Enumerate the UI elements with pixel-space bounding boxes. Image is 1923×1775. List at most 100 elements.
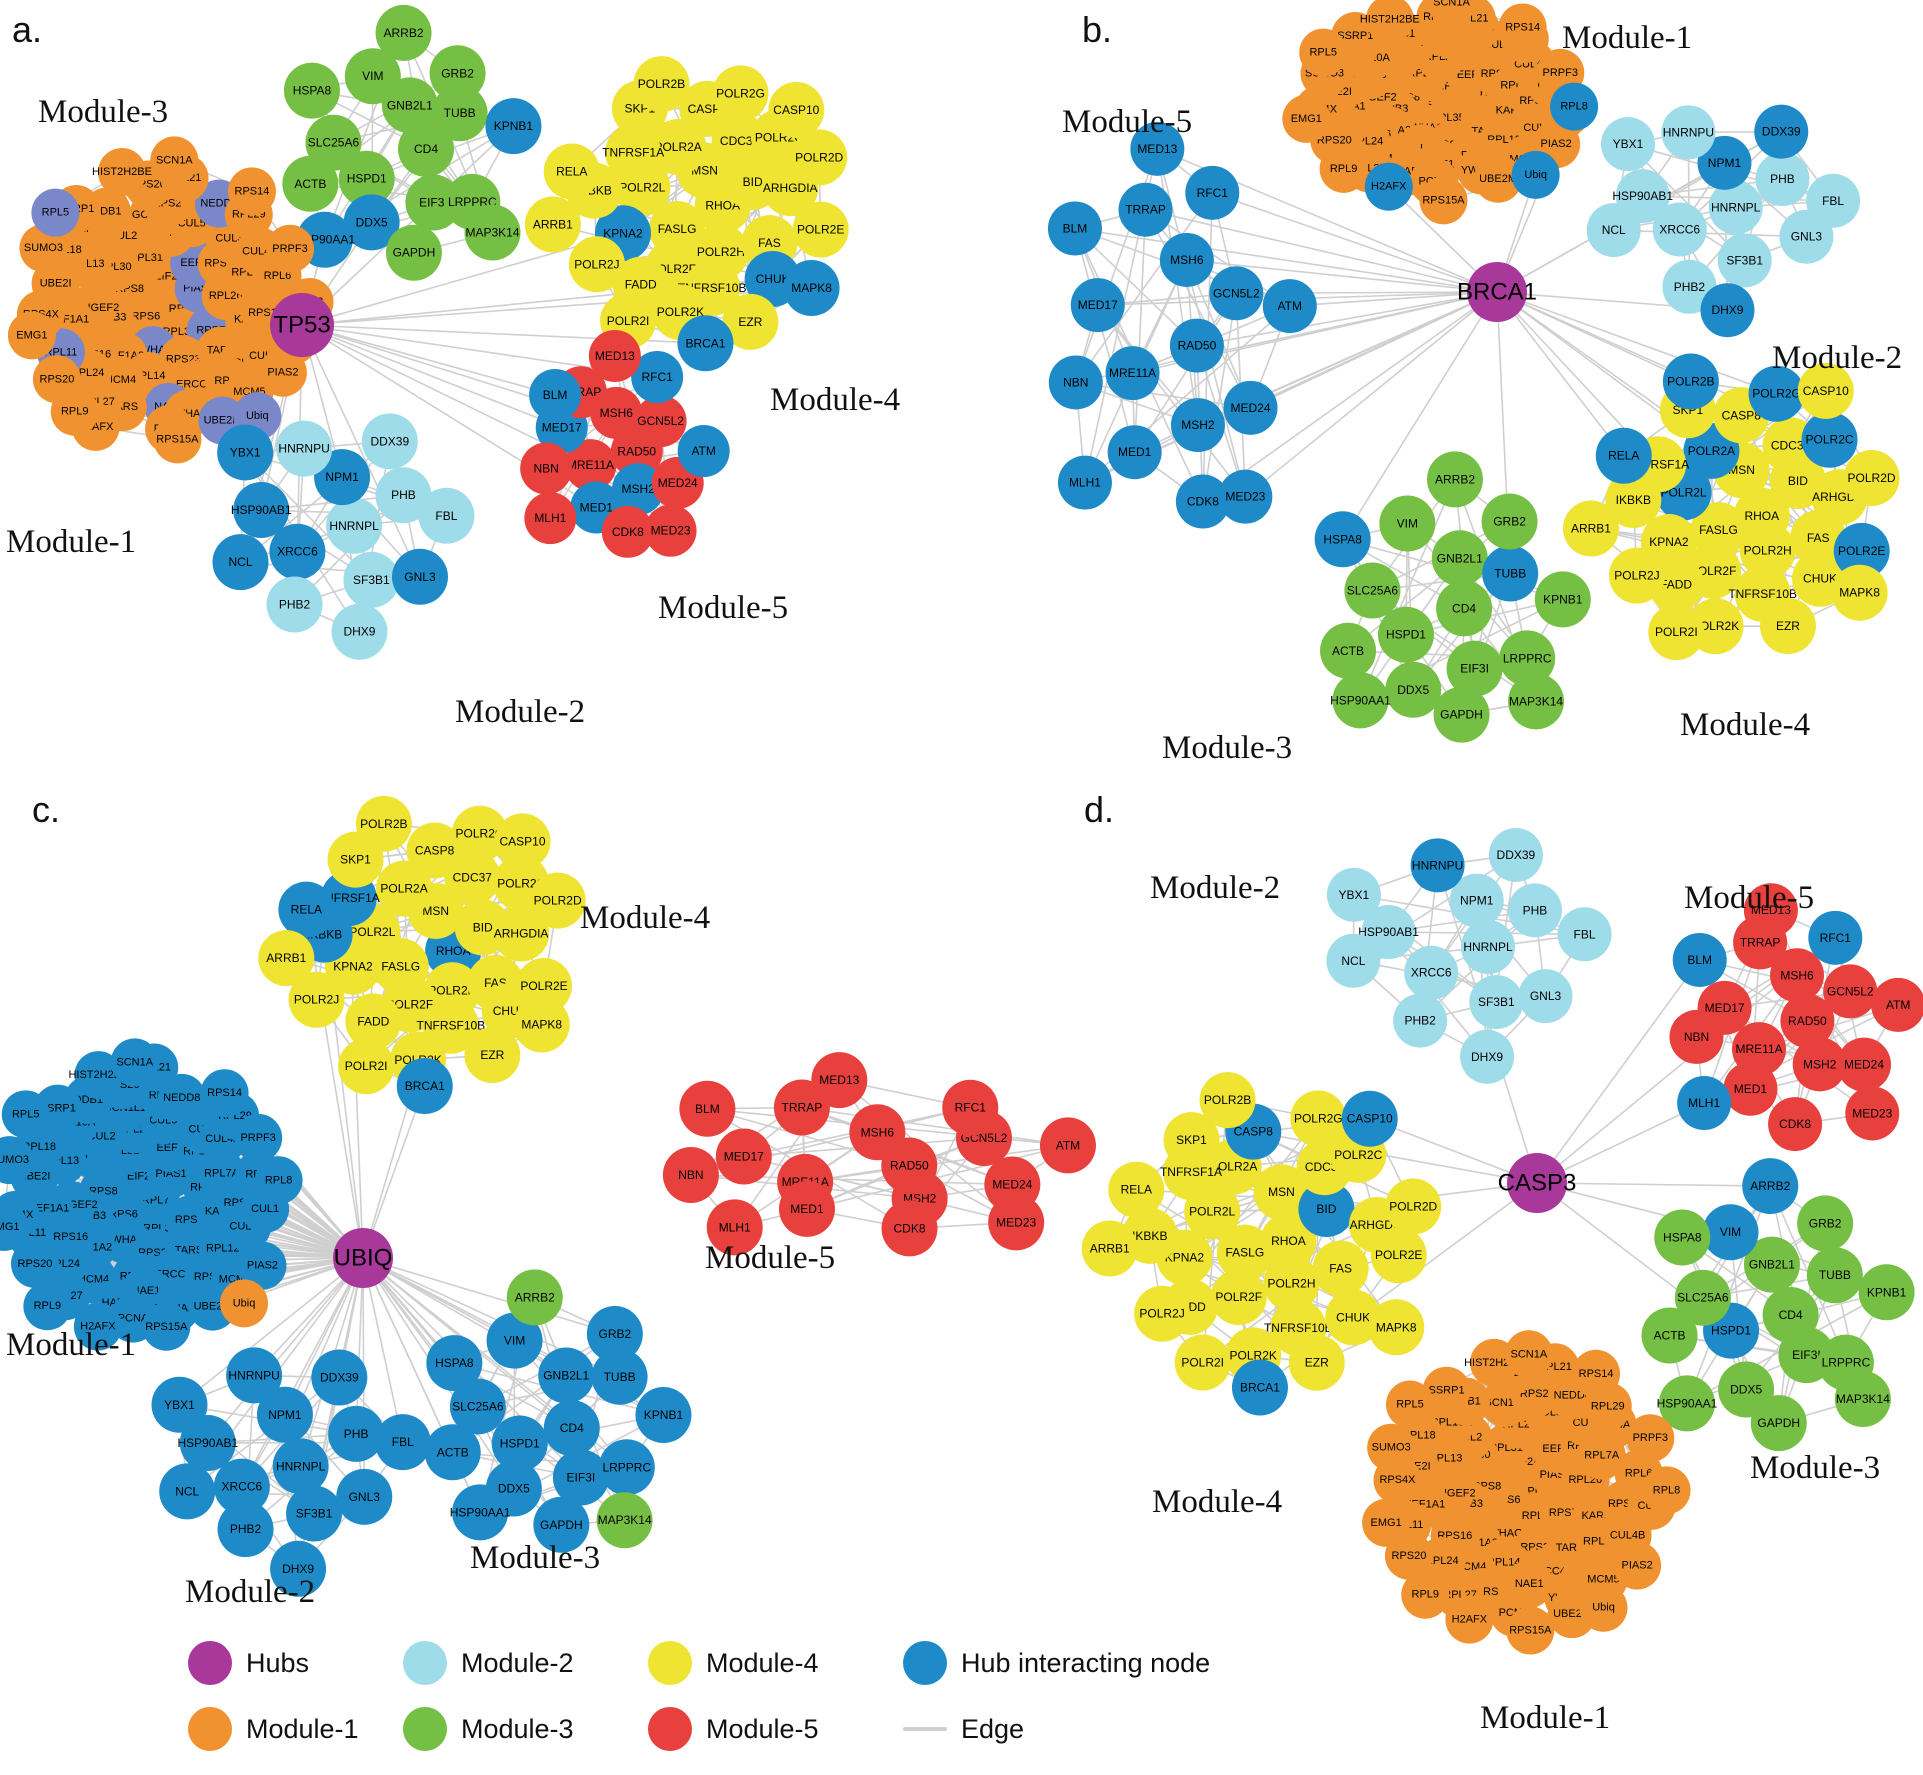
node-PIAS2[interactable] [238,1241,287,1290]
node-POLR2B[interactable] [1199,1072,1256,1129]
node-NPM1[interactable] [1697,135,1752,190]
node-CDK8[interactable] [1768,1097,1823,1152]
node-HNRNPU[interactable] [276,420,333,477]
node-SF3B1[interactable] [343,551,400,608]
node-MED23[interactable] [1845,1086,1900,1141]
node-RPS14[interactable] [1572,1349,1621,1398]
node-PHB2[interactable] [1393,993,1448,1048]
node-FBL[interactable] [374,1414,431,1471]
node-ATM[interactable] [1262,279,1317,334]
node-GCN5L2[interactable] [1823,964,1878,1019]
node-VIM[interactable] [1702,1204,1759,1261]
node-POLR2E[interactable] [792,201,849,258]
node-GAPDH[interactable] [1433,686,1490,743]
node-ATM[interactable] [1039,1117,1096,1174]
node-ATM[interactable] [677,425,730,478]
node-CDK8[interactable] [1175,474,1230,529]
node-NBN[interactable] [520,442,573,495]
node-ARRB1[interactable] [258,930,315,987]
node-DDX5[interactable] [343,194,400,251]
node-POLR2D[interactable] [1385,1178,1442,1235]
node-VIM[interactable] [344,48,401,105]
node-SF3B1[interactable] [286,1485,343,1542]
node-MSH2[interactable] [1170,398,1225,453]
node-RPL9[interactable] [1319,144,1368,193]
node-BLM[interactable] [1047,201,1102,256]
node-GNL3[interactable] [391,548,448,605]
node-POLR2B[interactable] [355,795,412,852]
node-GNB2L1[interactable] [538,1347,595,1404]
node-GRB2[interactable] [1481,493,1538,550]
node-POLR2J[interactable] [568,236,625,293]
node-BLM[interactable] [679,1080,736,1137]
node-NPM1[interactable] [1449,873,1504,928]
node-POLR2D[interactable] [529,872,586,929]
node-GNB2L1[interactable] [1743,1236,1800,1293]
node-MSH6[interactable] [1770,948,1825,1003]
node-FBL[interactable] [1806,173,1861,228]
node-HNRNPU[interactable] [1410,838,1465,893]
node-RAD50[interactable] [1169,318,1224,373]
node-RPS14[interactable] [200,1069,249,1118]
node-MED13[interactable] [1743,883,1798,938]
node-RPL5[interactable] [31,188,80,237]
node-MAP3K14[interactable] [1508,673,1565,730]
node-FASLG[interactable] [1216,1224,1273,1281]
node-MED17[interactable] [1070,278,1125,333]
node-NPM1[interactable] [314,449,371,506]
node-MLH1[interactable] [1057,455,1112,510]
node-RELA[interactable] [278,881,335,938]
node-FAS[interactable] [1312,1240,1369,1297]
node-SF3B1[interactable] [1469,975,1524,1030]
node-H2AFX[interactable] [1364,162,1413,211]
node-EZR[interactable] [1759,598,1816,655]
node-LRPPRC[interactable] [1499,630,1556,687]
node-EMG1[interactable] [7,311,56,360]
node-Ubiq[interactable] [1579,1583,1628,1632]
node-HSPD1[interactable] [491,1415,548,1472]
node-PHB2[interactable] [266,576,323,633]
node-SSRP1[interactable] [1422,1366,1471,1415]
node-NBN[interactable] [1048,355,1103,410]
node-ARRB2[interactable] [1426,451,1483,508]
node-RFC1[interactable] [631,351,684,404]
node-MAPK8[interactable] [513,996,570,1053]
node-MSH6[interactable] [849,1104,906,1161]
node-RPL5[interactable] [1385,1380,1434,1429]
node-RFC1[interactable] [942,1079,999,1136]
node-BLM[interactable] [1672,932,1727,987]
node-PHB2[interactable] [217,1501,274,1558]
node-VIM[interactable] [1379,495,1436,552]
node-MED24[interactable] [1223,380,1278,435]
node-FASLG[interactable] [1690,502,1747,559]
node-MED24[interactable] [1837,1037,1892,1092]
node-VIM[interactable] [486,1312,543,1369]
node-RELA[interactable] [1108,1161,1165,1218]
node-HIST2H2BE[interactable] [74,1051,123,1100]
node-CDK8[interactable] [601,505,654,558]
node-SCN1A[interactable] [150,136,199,185]
node-POLR2G[interactable] [451,805,508,862]
node-POLR2J[interactable] [1608,547,1665,604]
node-RHOA[interactable] [1260,1213,1317,1270]
node-RPL9[interactable] [1401,1570,1450,1619]
node-DHX9[interactable] [270,1540,327,1597]
node-DHX9[interactable] [331,603,388,660]
node-RPS15A[interactable] [153,415,202,464]
node-CD4[interactable] [543,1400,600,1457]
node-BRCA1[interactable] [396,1058,453,1115]
node-Ubiq[interactable] [220,1279,269,1328]
node-POLR2G[interactable] [1290,1090,1347,1147]
node-RPS15A[interactable] [1419,176,1468,225]
node-KPNB1[interactable] [1534,571,1591,628]
node-PRPF3[interactable] [234,1113,283,1162]
node-UBE2M[interactable] [1474,154,1523,203]
node-BRCA1[interactable] [1231,1359,1288,1416]
node-PRPF3[interactable] [266,224,315,273]
node-EMG1[interactable] [1282,94,1331,143]
node-RPL8[interactable] [1550,82,1599,131]
node-MED1[interactable] [1107,425,1162,480]
node-TUBB[interactable] [591,1348,648,1405]
node-GAPDH[interactable] [385,224,442,281]
node-ARRB2[interactable] [375,4,432,61]
